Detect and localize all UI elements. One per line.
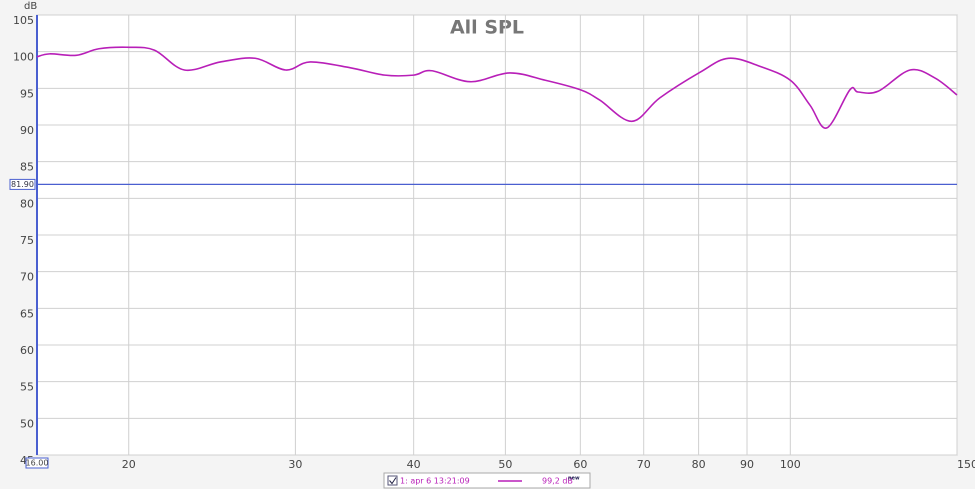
y-tick-label: 80	[20, 197, 34, 210]
y-tick-label: 65	[20, 307, 34, 320]
legend-value: 99,2 dB	[542, 477, 573, 486]
y-tick-label: 55	[20, 381, 34, 394]
legend-checkbox[interactable]	[387, 475, 398, 486]
x-tick-label: 30	[288, 458, 302, 471]
x-start-box	[25, 457, 49, 469]
x-tick-label: 70	[637, 458, 651, 471]
legend-name: 1: apr 6 13:21:09	[400, 477, 470, 486]
legend-check	[389, 477, 397, 485]
y-tick-label: 95	[20, 87, 34, 100]
y-tick-label: 90	[20, 124, 34, 137]
x-tick-label: 50	[498, 458, 512, 471]
x-tick-label: 16.00	[26, 459, 49, 468]
y-tick-label: 105	[13, 14, 34, 27]
y-tick-label: 100	[13, 51, 34, 64]
y-tick-label: 75	[20, 234, 34, 247]
x-tick-label: 80	[692, 458, 706, 471]
y-tick-label: 70	[20, 271, 34, 284]
legend-box	[383, 472, 591, 489]
cursor-label-box	[9, 178, 36, 190]
legend-tag: new	[568, 476, 580, 482]
chart-title: All SPL	[450, 17, 524, 39]
x-tick-label: 40	[407, 458, 421, 471]
series-line	[36, 46, 958, 129]
y-tick-label: 60	[20, 344, 34, 357]
x-tick-label: 20	[122, 458, 136, 471]
x-tick-label: 60	[573, 458, 587, 471]
cursor-label: 81.90	[11, 180, 34, 189]
y-tick-label: 50	[20, 417, 34, 430]
x-tick-label: 100	[780, 458, 801, 471]
x-tick-label: 90	[740, 458, 754, 471]
y-axis-label: dB	[24, 1, 37, 12]
y-tick-label: 85	[20, 161, 34, 174]
x-tick-label: 150 Hz	[957, 458, 975, 471]
